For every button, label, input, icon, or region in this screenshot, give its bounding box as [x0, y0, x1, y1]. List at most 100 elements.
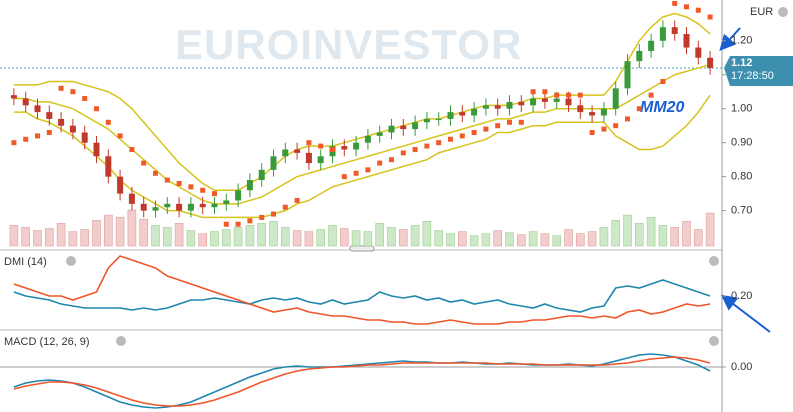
- sar-dot: [212, 191, 217, 197]
- sar-dot: [271, 211, 276, 217]
- sar-dot: [58, 85, 64, 91]
- volume-bar: [658, 225, 668, 247]
- candle-body: [530, 98, 537, 106]
- volume-bar: [552, 235, 562, 247]
- sar-dot: [495, 123, 501, 129]
- y-tick-label: 0.80: [731, 171, 752, 183]
- volume-bar: [434, 230, 444, 247]
- volume-bar: [316, 229, 326, 247]
- settings-icon[interactable]: [116, 336, 126, 346]
- candle-body: [81, 132, 88, 143]
- sar-dot: [330, 146, 335, 152]
- volume-bar: [257, 223, 267, 247]
- sar-dot: [459, 133, 465, 139]
- candle-body: [423, 118, 430, 123]
- sar-dot: [200, 187, 206, 193]
- candle-body: [577, 105, 584, 113]
- candle-body: [518, 101, 525, 106]
- sar-dot: [70, 89, 76, 95]
- candle-body: [636, 50, 643, 62]
- sar-dot: [235, 221, 241, 227]
- currency: EUR: [750, 6, 773, 18]
- volume-bar: [493, 230, 503, 247]
- indicator-line: [13, 279, 711, 313]
- resize-handle[interactable]: [349, 245, 375, 252]
- last-price: 1.12: [731, 57, 752, 69]
- volume-bar: [174, 223, 184, 247]
- volume-bar: [186, 230, 196, 247]
- candle-body: [353, 142, 360, 150]
- volume-bar: [469, 235, 479, 247]
- sar-dot: [377, 160, 383, 166]
- volume-bar: [304, 231, 314, 247]
- volume-bar: [9, 225, 19, 247]
- candle-body: [683, 33, 690, 48]
- candle-body: [187, 203, 194, 211]
- candle-body: [364, 135, 371, 143]
- volume-bar: [611, 219, 621, 247]
- sar-dot: [105, 119, 111, 125]
- candle-body: [152, 207, 159, 211]
- close-icon[interactable]: [709, 336, 719, 346]
- candle-body: [341, 146, 348, 150]
- candle-body: [235, 190, 242, 201]
- sar-dot: [613, 123, 619, 129]
- candle-body: [223, 200, 230, 204]
- sar-dot: [306, 140, 312, 146]
- volume-bar: [163, 227, 172, 247]
- candle-body: [612, 88, 619, 109]
- settings-icon[interactable]: [778, 7, 788, 17]
- candle-body: [506, 101, 513, 109]
- volume-bar: [198, 233, 207, 247]
- candle-body: [294, 149, 301, 153]
- last-time: 17:28:50: [731, 70, 774, 82]
- volume-bar: [233, 227, 243, 247]
- sar-dot: [82, 96, 88, 102]
- candle-body: [600, 108, 607, 116]
- volume-bar: [139, 218, 148, 247]
- volume-bar: [599, 227, 609, 247]
- candle-body: [695, 47, 702, 58]
- candle-body: [648, 40, 655, 51]
- indicator-line: [13, 255, 711, 325]
- indicator-line: [13, 353, 711, 409]
- volume-bar: [387, 227, 396, 247]
- volume-bar: [398, 229, 408, 247]
- candle-body: [246, 180, 253, 191]
- price-box: [724, 55, 793, 86]
- volume-bar: [127, 209, 137, 247]
- close-icon[interactable]: [709, 256, 719, 266]
- sar-dot: [695, 7, 701, 13]
- volume-bar: [575, 233, 585, 247]
- candle-body: [10, 95, 17, 99]
- candle-body: [58, 118, 65, 126]
- volume-bar: [634, 223, 644, 247]
- volume-bar: [280, 227, 290, 247]
- candle-body: [482, 105, 489, 109]
- sar-dot: [188, 184, 194, 190]
- candle-body: [471, 108, 478, 116]
- volume-bar: [328, 225, 337, 247]
- volume-bar: [410, 225, 420, 247]
- candle-body: [376, 132, 383, 136]
- sar-dot: [164, 177, 170, 183]
- volume-bar: [516, 234, 526, 247]
- settings-icon[interactable]: [66, 256, 76, 266]
- candle-body: [400, 125, 407, 130]
- candle-body: [282, 149, 289, 157]
- candle-body: [305, 152, 312, 164]
- candle-body: [128, 193, 135, 204]
- sar-dot: [436, 140, 442, 146]
- sar-dot: [94, 106, 99, 112]
- sar-dot: [601, 126, 607, 132]
- volume-bar: [587, 231, 597, 247]
- sar-dot: [530, 89, 536, 95]
- sar-dot: [577, 92, 583, 98]
- volume-bar: [80, 229, 89, 247]
- y-tick-label: 0.70: [731, 205, 752, 217]
- sar-dot: [117, 133, 123, 139]
- volume-bar: [363, 231, 373, 247]
- sar-dot: [223, 221, 229, 227]
- sar-dot: [341, 174, 347, 180]
- volume-bar: [682, 221, 691, 247]
